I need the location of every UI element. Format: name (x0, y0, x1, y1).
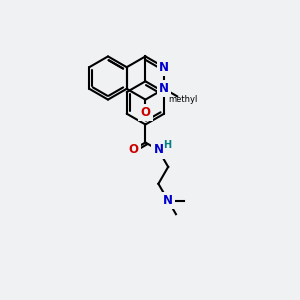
Text: N: N (159, 82, 169, 95)
Text: methyl: methyl (168, 95, 197, 104)
Text: O: O (140, 106, 150, 119)
Text: N: N (163, 194, 173, 207)
Text: N: N (153, 143, 164, 157)
Text: N: N (159, 61, 169, 74)
Text: O: O (129, 143, 139, 156)
Text: H: H (163, 140, 171, 150)
